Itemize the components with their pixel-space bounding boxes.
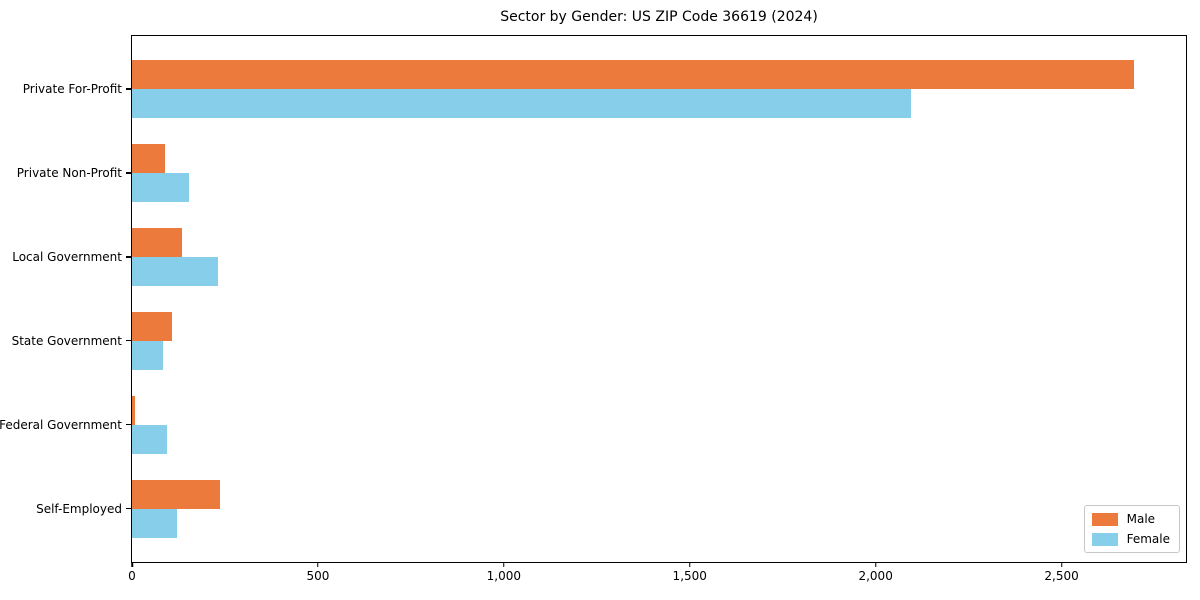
- x-tick-1000: [503, 562, 505, 567]
- bar-male-self-employed: [132, 479, 221, 509]
- y-axis-label-local-government: Local Government: [12, 249, 122, 264]
- y-tick-local-government: [125, 256, 131, 258]
- x-axis-label-2500: 2,500: [1044, 569, 1079, 583]
- x-axis-label-0: 0: [128, 569, 136, 583]
- x-tick-500: [317, 562, 319, 567]
- y-tick-self-employed: [125, 507, 131, 510]
- legend-label-male: Male: [1126, 512, 1156, 526]
- y-tick-private-non-profit: [125, 172, 131, 174]
- y-axis-label-federal-government: Federal Government: [0, 417, 122, 432]
- y-tick-state-government: [125, 339, 131, 342]
- bar-female-local-government: [132, 256, 218, 286]
- x-tick-2500: [1060, 562, 1063, 567]
- y-tick-federal-government: [125, 423, 131, 426]
- legend: Male Female: [1083, 505, 1180, 553]
- bar-female-federal-government: [132, 424, 168, 454]
- x-axis-label-1500: 1,500: [672, 569, 707, 583]
- bar-female-private-for-profit: [132, 89, 911, 118]
- x-tick-1500: [688, 562, 691, 567]
- x-tick-0: [131, 562, 133, 567]
- bar-male-local-government: [132, 227, 183, 257]
- y-tick-private-for-profit: [125, 88, 131, 90]
- bar-female-private-non-profit: [132, 172, 189, 202]
- chart-title: Sector by Gender: US ZIP Code 36619 (202…: [500, 9, 818, 25]
- legend-swatch-female: [1091, 532, 1118, 546]
- bar-male-state-government: [132, 311, 173, 341]
- y-axis-label-state-government: State Government: [11, 333, 122, 348]
- bar-male-private-for-profit: [132, 60, 1135, 89]
- x-axis-label-2000: 2,000: [858, 569, 893, 583]
- bar-male-federal-government: [132, 395, 136, 425]
- x-axis-label-500: 500: [306, 569, 330, 583]
- x-tick-2000: [874, 562, 877, 567]
- y-axis-label-private-non-profit: Private Non-Profit: [16, 165, 122, 180]
- bar-male-private-non-profit: [132, 143, 165, 173]
- plot-area: Male Female Private For-Profit Private Non…: [0, 35, 1187, 583]
- legend-entry-male: Male: [1091, 512, 1170, 526]
- y-axis-label-self-employed: Self-Employed: [36, 501, 122, 516]
- bar-female-self-employed: [132, 508, 178, 538]
- y-axis-label-private-for-profit: Private For-Profit: [22, 82, 122, 96]
- legend-entry-female: Female: [1091, 532, 1170, 546]
- bar-female-state-government: [132, 340, 163, 370]
- legend-label-female: Female: [1126, 532, 1170, 546]
- x-axis-label-1000: 1,000: [486, 569, 522, 583]
- legend-swatch-male: [1091, 512, 1118, 526]
